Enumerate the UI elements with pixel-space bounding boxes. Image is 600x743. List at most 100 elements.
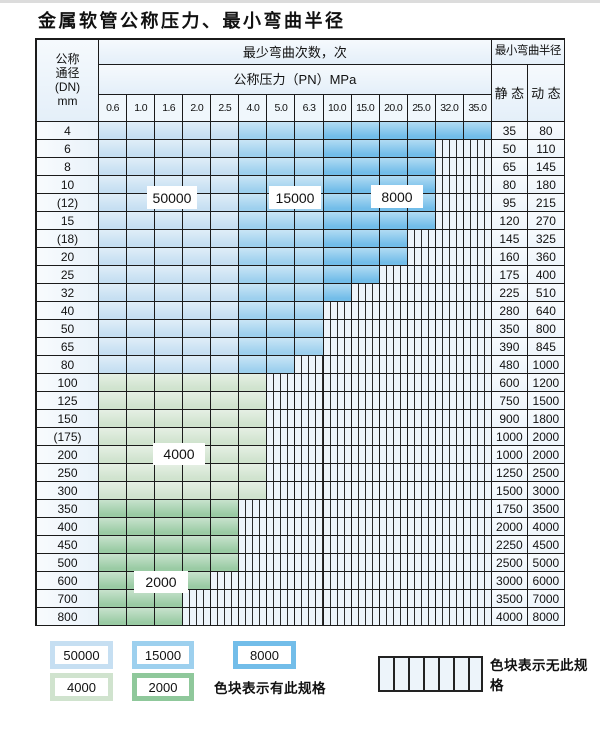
static-cell: 80 — [491, 176, 528, 194]
spec-cell — [183, 410, 212, 428]
no-spec-cell — [407, 518, 436, 536]
spec-cell — [239, 356, 268, 374]
dynamic-cell: 2000 — [527, 446, 565, 464]
no-spec-cell — [323, 590, 352, 608]
spec-cell — [239, 302, 268, 320]
spec-cell — [211, 536, 240, 554]
no-spec-cell — [407, 590, 436, 608]
spec-cell — [267, 356, 296, 374]
spec-cell — [211, 158, 240, 176]
no-spec-cell — [435, 230, 464, 248]
spec-cell — [267, 140, 296, 158]
spec-cell — [379, 212, 408, 230]
spec-cell — [267, 266, 296, 284]
spec-cell — [183, 320, 212, 338]
pressure-tick: 25.0 — [407, 95, 436, 122]
no-spec-cell — [463, 410, 492, 428]
dynamic-cell: 7000 — [527, 590, 565, 608]
cycles-label-8000: 8000 — [371, 185, 423, 208]
no-spec-cell — [463, 176, 492, 194]
no-spec-cell — [407, 230, 436, 248]
no-spec-cell — [323, 338, 352, 356]
spec-cell — [295, 302, 324, 320]
static-cell: 900 — [491, 410, 528, 428]
no-spec-cell — [407, 554, 436, 572]
spec-cell — [99, 428, 128, 446]
cycles-label-15000: 15000 — [269, 186, 321, 209]
no-spec-cell — [463, 266, 492, 284]
cycles-label-4000: 4000 — [153, 443, 205, 465]
dn-cell: 10 — [37, 176, 99, 194]
spec-cell — [267, 158, 296, 176]
spec-cell — [183, 230, 212, 248]
dn-cell: 250 — [37, 464, 99, 482]
spec-cell — [155, 536, 184, 554]
spec-cell — [127, 446, 156, 464]
no-spec-cell — [435, 212, 464, 230]
no-spec-cell — [463, 356, 492, 374]
dynamic-cell: 2000 — [527, 428, 565, 446]
spec-cell — [155, 482, 184, 500]
spec-cell — [211, 554, 240, 572]
spec-cell — [183, 482, 212, 500]
spec-cell — [211, 428, 240, 446]
no-spec-cell — [407, 500, 436, 518]
spec-cell — [323, 140, 352, 158]
no-spec-cell — [379, 374, 408, 392]
spec-cell — [127, 230, 156, 248]
legend-swatch-50000: 50000 — [50, 641, 113, 669]
no-spec-cell — [435, 482, 464, 500]
spec-cell — [183, 518, 212, 536]
spec-cell — [211, 374, 240, 392]
no-spec-cell — [295, 554, 324, 572]
no-spec-cell — [463, 320, 492, 338]
static-cell: 1500 — [491, 482, 528, 500]
no-spec-cell — [379, 266, 408, 284]
spec-cell — [211, 248, 240, 266]
no-spec-cell — [351, 392, 380, 410]
no-spec-cell — [351, 500, 380, 518]
no-spec-cell — [323, 410, 352, 428]
no-spec-cell — [267, 464, 296, 482]
spec-cell — [127, 248, 156, 266]
spec-cell — [99, 140, 128, 158]
dynamic-cell: 4000 — [527, 518, 565, 536]
spec-cell — [239, 446, 268, 464]
spec-cell — [379, 140, 408, 158]
spec-cell — [99, 158, 128, 176]
static-header: 静 态 — [491, 65, 528, 122]
no-spec-cell — [435, 140, 464, 158]
no-spec-cell — [267, 482, 296, 500]
spec-cell — [239, 230, 268, 248]
no-spec-cell — [435, 428, 464, 446]
dn-cell: 8 — [37, 158, 99, 176]
no-spec-cell — [435, 248, 464, 266]
no-spec-cell — [295, 356, 324, 374]
legend-label-15000: 15000 — [137, 646, 189, 664]
no-spec-cell — [463, 140, 492, 158]
no-spec-cell — [323, 464, 352, 482]
dynamic-cell: 270 — [527, 212, 565, 230]
spec-cell — [239, 122, 268, 140]
no-spec-cell — [351, 608, 380, 626]
no-spec-cell — [351, 410, 380, 428]
no-spec-cell — [463, 230, 492, 248]
spec-cell — [211, 464, 240, 482]
no-spec-cell — [239, 590, 268, 608]
dn-cell: 100 — [37, 374, 99, 392]
cycles-label-50000: 50000 — [147, 186, 197, 209]
spec-cell — [155, 140, 184, 158]
dynamic-cell: 1200 — [527, 374, 565, 392]
spec-cell — [99, 464, 128, 482]
spec-cell — [211, 140, 240, 158]
dn-cell: 20 — [37, 248, 99, 266]
no-spec-cell — [435, 374, 464, 392]
no-spec-cell — [435, 554, 464, 572]
spec-cell — [155, 392, 184, 410]
no-spec-cell — [463, 446, 492, 464]
no-spec-cell — [323, 608, 352, 626]
spec-cell — [211, 194, 240, 212]
spec-cell — [99, 554, 128, 572]
no-spec-cell — [463, 338, 492, 356]
bend-radius-header: 最小弯曲半径 — [491, 40, 565, 65]
